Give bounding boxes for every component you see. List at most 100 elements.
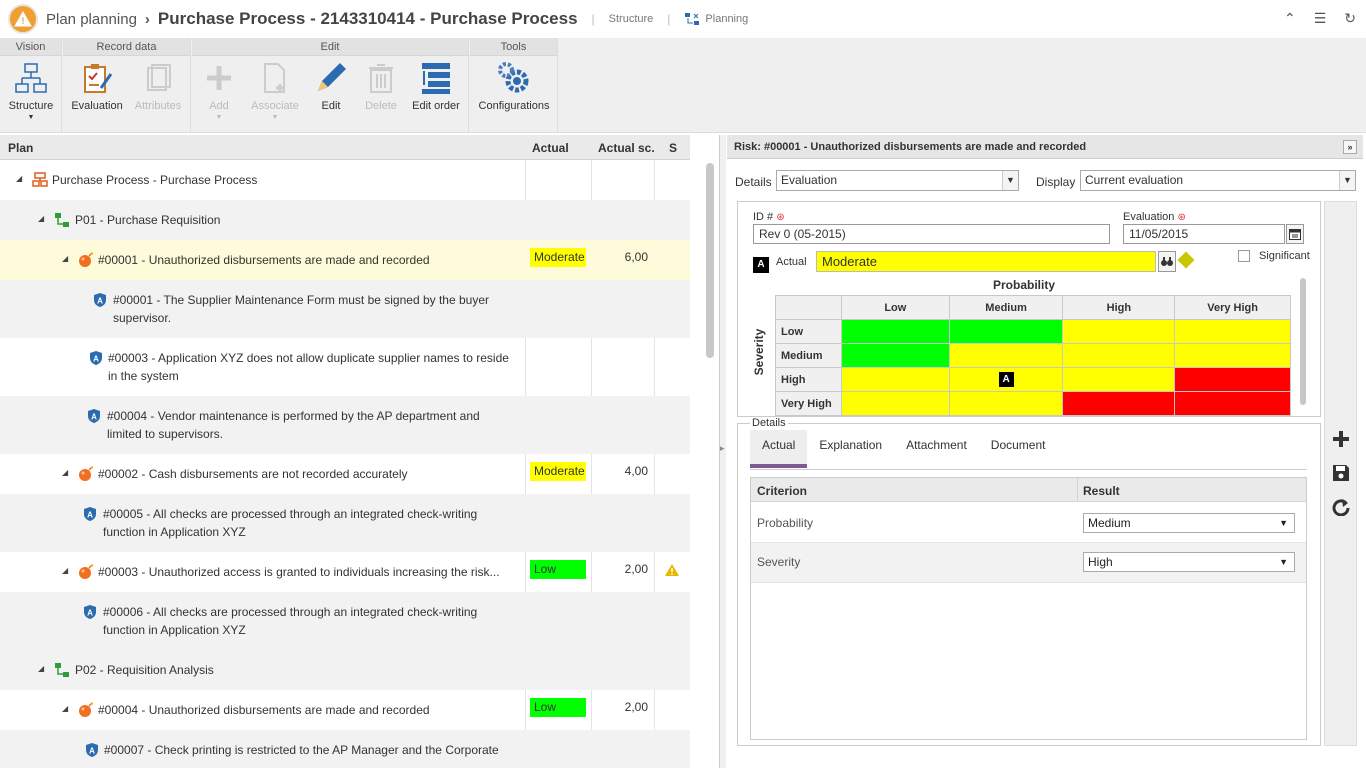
tree-row-text-line1: #00005 - All checks are processed throug… xyxy=(103,507,478,521)
tree-row-text-line2: function in Application XYZ xyxy=(103,525,246,539)
tree-row-activity[interactable]: ◢ P01 - Purchase Requisition xyxy=(0,200,690,240)
column-header-actual[interactable]: Actual xyxy=(532,141,569,155)
matrix-scrollbar[interactable] xyxy=(1300,278,1306,405)
tree-row-control[interactable]: A #00007 - Check printing is restricted t… xyxy=(0,730,690,768)
column-header-s[interactable]: S xyxy=(669,141,678,155)
severity-result-select[interactable]: High ▼ xyxy=(1083,552,1295,572)
list-icon[interactable]: ☰ xyxy=(1313,10,1327,26)
collapse-panel-icon[interactable]: » xyxy=(1343,140,1357,154)
attributes-button[interactable]: Attributes xyxy=(128,58,188,130)
matrix-cell[interactable] xyxy=(840,343,950,368)
planning-icon xyxy=(685,13,700,25)
evaluation-button[interactable]: Evaluation xyxy=(67,58,127,130)
breadcrumb-root[interactable]: Plan planning xyxy=(46,10,137,28)
matrix-cell[interactable] xyxy=(1174,391,1291,416)
criterion-column-header[interactable]: Criterion xyxy=(757,484,808,498)
tree-row-activity[interactable]: ◢ P02 - Requisition Analysis xyxy=(0,650,690,690)
tree-row-control[interactable]: A #00005 - All checks are processed throu… xyxy=(0,494,690,552)
expand-arrow-icon[interactable]: ◢ xyxy=(62,468,69,477)
edit-order-icon xyxy=(418,60,454,96)
significant-checkbox[interactable] xyxy=(1238,250,1250,262)
tree-row-text-line1: #00003 - Application XYZ does not allow … xyxy=(108,351,509,365)
control-shield-icon: A xyxy=(86,743,98,757)
expand-arrow-icon[interactable]: ◢ xyxy=(62,254,69,263)
tree-row-risk[interactable]: ◢ #00002 - Cash disbursements are not rec… xyxy=(0,454,690,494)
tab-document[interactable]: Document xyxy=(990,438,1046,452)
matrix-column-header: Low xyxy=(840,295,950,320)
risk-matrix: Low Medium High Very High Low Medium High A Very… xyxy=(775,295,1291,416)
svg-text:A: A xyxy=(97,297,103,306)
probability-result-select[interactable]: Medium ▼ xyxy=(1083,513,1295,533)
tree-row-risk[interactable]: ◢ #00004 - Unauthorized disbursements are… xyxy=(0,690,690,730)
structure-button[interactable]: Structure ▼ xyxy=(1,58,61,130)
matrix-cell[interactable] xyxy=(1174,319,1291,344)
undo-icon[interactable] xyxy=(1331,497,1351,517)
actual-score: 4,00 xyxy=(624,464,648,478)
attributes-button-label: Attributes xyxy=(134,100,182,112)
risk-bomb-icon xyxy=(79,466,94,481)
column-header-actual-score[interactable]: Actual sc. xyxy=(598,141,655,155)
refresh-icon[interactable]: ↻ xyxy=(1344,10,1356,26)
actual-level-badge: Moderate xyxy=(530,248,586,267)
add-button[interactable]: Add ▼ xyxy=(189,58,249,130)
planning-link[interactable]: Planning xyxy=(684,12,748,26)
tree-row-risk[interactable]: ◢ #00001 - Unauthorized disbursements are… xyxy=(0,240,690,280)
tree-row-process[interactable]: ◢ Purchase Process - Purchase Process xyxy=(0,160,690,200)
plan-tree-panel: Plan Actual Actual sc. S ◢ Purchase Proce… xyxy=(0,135,720,768)
calendar-icon[interactable] xyxy=(1286,224,1304,244)
matrix-cell[interactable] xyxy=(1062,319,1176,344)
expand-arrow-icon[interactable]: ◢ xyxy=(16,174,23,183)
matrix-cell[interactable]: A xyxy=(948,367,1064,392)
edit-order-button[interactable]: Edit order xyxy=(406,58,466,130)
matrix-cell[interactable] xyxy=(948,343,1064,368)
expand-arrow-icon[interactable]: ◢ xyxy=(38,664,45,673)
matrix-cell[interactable] xyxy=(1062,343,1176,368)
display-select[interactable]: Current evaluation ▼ xyxy=(1080,170,1356,191)
column-header-plan[interactable]: Plan xyxy=(8,141,34,155)
expand-arrow-icon[interactable]: ◢ xyxy=(38,214,45,223)
matrix-corner xyxy=(775,295,842,320)
result-column-header[interactable]: Result xyxy=(1083,484,1120,498)
matrix-cell[interactable] xyxy=(1174,367,1291,392)
delete-button[interactable]: Delete xyxy=(351,58,411,130)
add-plus-icon[interactable] xyxy=(1331,429,1351,449)
matrix-cell[interactable] xyxy=(1062,367,1176,392)
matrix-cell[interactable] xyxy=(840,367,950,392)
id-input[interactable]: Rev 0 (05-2015) xyxy=(753,224,1110,244)
matrix-cell[interactable] xyxy=(948,391,1064,416)
save-icon[interactable] xyxy=(1331,463,1351,483)
details-select[interactable]: Evaluation ▼ xyxy=(776,170,1019,191)
evaluation-date-input[interactable]: 11/05/2015 xyxy=(1123,224,1285,244)
matrix-cell[interactable] xyxy=(1062,391,1176,416)
edit-button[interactable]: Edit xyxy=(301,58,361,130)
tab-actual[interactable]: Actual xyxy=(750,430,808,468)
panel-splitter[interactable]: ▸ xyxy=(720,135,726,768)
tree-row-risk[interactable]: ◢ #00003 - Unauthorized access is granted… xyxy=(0,552,690,592)
criteria-row: Probability Medium ▼ xyxy=(751,503,1306,543)
evaluation-label: Evaluation ⊛ xyxy=(1123,211,1186,223)
structure-link[interactable]: Structure xyxy=(609,13,654,25)
tab-explanation[interactable]: Explanation xyxy=(819,438,883,452)
process-icon xyxy=(32,172,48,187)
matrix-cell[interactable] xyxy=(948,319,1064,344)
expand-arrow-icon[interactable]: ◢ xyxy=(62,704,69,713)
collapse-up-icon[interactable]: ⌃ xyxy=(1283,10,1296,26)
matrix-cell[interactable] xyxy=(840,391,950,416)
tree-row-text-line1: #00001 - The Supplier Maintenance Form m… xyxy=(113,293,489,307)
evaluation-date-value: 11/05/2015 xyxy=(1129,227,1189,241)
tree-row-control[interactable]: A #00003 - Application XYZ does not allow… xyxy=(0,338,690,396)
expand-arrow-icon[interactable]: ◢ xyxy=(62,566,69,575)
tree-scrollbar[interactable] xyxy=(706,163,714,358)
configurations-button[interactable]: Configurations xyxy=(477,58,551,130)
warning-icon[interactable] xyxy=(664,563,680,577)
actual-score: 6,00 xyxy=(624,250,648,264)
tree-row-control[interactable]: A #00006 - All checks are processed throu… xyxy=(0,592,690,650)
tab-attachment[interactable]: Attachment xyxy=(906,438,967,452)
delete-button-label: Delete xyxy=(365,100,397,112)
tree-row-control[interactable]: A #00004 - Vendor maintenance is performe… xyxy=(0,396,690,454)
binoculars-icon[interactable] xyxy=(1158,251,1176,272)
matrix-cell[interactable] xyxy=(1174,343,1291,368)
tree-row-control[interactable]: A #00001 - The Supplier Maintenance Form … xyxy=(0,280,690,338)
associate-button[interactable]: Associate ▼ xyxy=(245,58,305,130)
matrix-cell[interactable] xyxy=(840,319,950,344)
